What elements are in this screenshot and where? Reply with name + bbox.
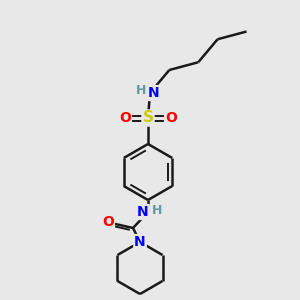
- Text: S: S: [142, 110, 154, 125]
- Text: H: H: [136, 85, 146, 98]
- Text: H: H: [152, 203, 162, 217]
- Text: N: N: [137, 205, 149, 219]
- Text: N: N: [134, 235, 146, 249]
- Text: O: O: [102, 215, 114, 229]
- Text: N: N: [148, 86, 160, 100]
- Text: O: O: [165, 111, 177, 125]
- Text: O: O: [119, 111, 131, 125]
